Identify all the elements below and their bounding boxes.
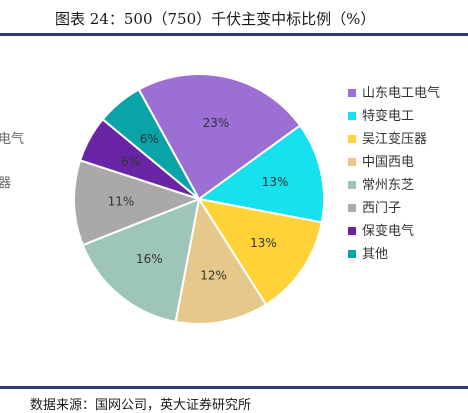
legend-swatch-4	[348, 158, 356, 166]
legend-label-6: 西门子	[362, 201, 401, 216]
data-label-3: 13%	[250, 236, 277, 250]
pie-data-labels: 23% 13% 13% 12% 16% 11% 6%6%	[108, 116, 289, 283]
pie-chart: 23% 13% 13% 12% 16% 11% 6%6% 山东电工电气特变电工吴江变压器中国…	[73, 72, 440, 325]
title-rule	[0, 33, 468, 36]
data-source: 数据来源：国网公司，英大证券研究所	[30, 398, 252, 413]
legend-label-3: 吴江变压器	[362, 131, 427, 147]
data-label-4: 12%	[200, 269, 227, 283]
pie-slice-5	[81, 197, 201, 323]
legend-swatch-8	[348, 250, 356, 258]
pie-slices	[73, 72, 325, 325]
pie-slice-6	[73, 159, 202, 247]
ghost-text-2: 器	[0, 176, 12, 191]
legend-swatch-1	[348, 89, 356, 97]
data-label-7: 6%	[121, 154, 140, 168]
data-label-8: 6%	[140, 132, 159, 146]
legend-swatch-5	[348, 181, 356, 189]
legend-label-7: 保变电气	[362, 223, 414, 239]
legend-label-4: 中国西电	[362, 155, 414, 170]
pie-slice-4	[174, 196, 268, 325]
legend-swatch-3	[348, 135, 356, 143]
footer-rule	[0, 386, 468, 389]
pie-slice-1	[137, 72, 302, 201]
legend-swatch-6	[348, 204, 356, 212]
data-label-2: 13%	[262, 175, 289, 189]
pie-slice-3	[196, 197, 323, 306]
chart-title: 图表 24：500（750）千伏主变中标比例（%）	[55, 10, 376, 28]
data-label-6: 11%	[108, 195, 135, 209]
pie-slice-8	[101, 88, 200, 200]
legend-label-5: 常州东芝	[362, 177, 414, 193]
legend-label-2: 特变电工	[362, 108, 414, 124]
data-label-1: 23%	[203, 116, 230, 130]
pie-slice-2	[196, 124, 325, 224]
legend-swatch-2	[348, 112, 356, 120]
legend-swatch-7	[348, 227, 356, 235]
legend-label-8: 其他	[362, 247, 388, 262]
legend-label-1: 山东电工电气	[362, 85, 440, 101]
ghost-text-1: 电气	[0, 132, 25, 147]
data-label-5: 16%	[136, 252, 163, 266]
